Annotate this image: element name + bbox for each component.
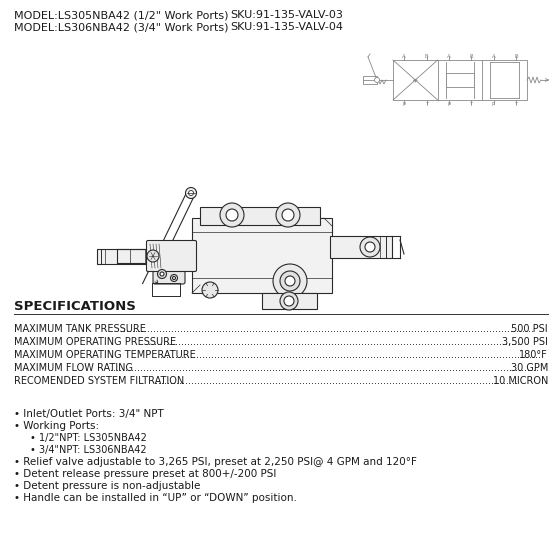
Text: B: B [470,54,473,58]
Circle shape [173,277,176,279]
Text: A: A [491,54,495,58]
FancyBboxPatch shape [192,218,332,293]
Circle shape [147,250,159,262]
Circle shape [186,188,197,198]
Circle shape [280,271,300,291]
Circle shape [220,203,244,227]
Text: 500 PSI: 500 PSI [511,324,548,334]
FancyBboxPatch shape [153,264,185,284]
Bar [330,236,392,258]
Text: • Inlet/Outlet Ports: 3/4" NPT: • Inlet/Outlet Ports: 3/4" NPT [14,409,164,419]
Circle shape [170,274,178,282]
Bar [262,293,317,309]
Text: SKU:91-135-VALV-03: SKU:91-135-VALV-03 [230,10,343,20]
Circle shape [280,292,298,310]
Text: T: T [470,101,473,106]
Circle shape [375,77,380,82]
Text: P: P [402,101,406,106]
Text: 10 MICRON: 10 MICRON [492,376,548,386]
Text: ................................................................................: ........................................… [145,337,520,347]
Bar [393,60,527,100]
Circle shape [276,203,300,227]
Bar [446,73,474,87]
Text: T: T [425,101,428,106]
Circle shape [188,190,193,195]
Text: A: A [447,54,451,58]
Text: MAXIMUM OPERATING PRESSURE: MAXIMUM OPERATING PRESSURE [14,337,176,347]
Text: T: T [514,101,518,106]
Text: • Detent pressure is non-adjustable: • Detent pressure is non-adjustable [14,481,200,491]
Text: • Detent release pressure preset at 800+/-200 PSI: • Detent release pressure preset at 800+… [14,469,276,479]
Text: MODEL:LS306NBA42 (3/4" Work Ports): MODEL:LS306NBA42 (3/4" Work Ports) [14,22,229,32]
Text: P: P [447,101,451,106]
Circle shape [282,209,294,221]
Text: A: A [402,54,406,58]
Text: MODEL:LS305NBA42 (1/2" Work Ports): MODEL:LS305NBA42 (1/2" Work Ports) [14,10,229,20]
Text: ................................................................................: ........................................… [159,350,541,360]
Circle shape [202,282,218,298]
Text: • Handle can be installed in “UP” or “DOWN” position.: • Handle can be installed in “UP” or “DO… [14,493,297,503]
Text: • Relief valve adjustable to 3,265 PSI, preset at 2,250 PSI@ 4 GPM and 120°F: • Relief valve adjustable to 3,265 PSI, … [14,457,417,467]
Text: • 3/4"NPT: LS306NBA42: • 3/4"NPT: LS306NBA42 [30,445,146,455]
Bar [363,76,377,84]
Text: MAXIMUM FLOW RATING: MAXIMUM FLOW RATING [14,363,133,373]
Bar [200,207,320,225]
Circle shape [284,296,294,306]
Circle shape [158,269,167,278]
Text: MAXIMUM TANK PRESSURE: MAXIMUM TANK PRESSURE [14,324,146,334]
Circle shape [285,276,295,286]
Text: • Working Ports:: • Working Ports: [14,421,99,431]
Text: 3,500 PSI: 3,500 PSI [502,337,548,347]
Text: P: P [492,101,495,106]
Text: MAXIMUM OPERATING TEMPERATURE: MAXIMUM OPERATING TEMPERATURE [14,350,196,360]
Text: RECOMENDED SYSTEM FILTRATION: RECOMENDED SYSTEM FILTRATION [14,376,184,386]
Text: SPECIFICATIONS: SPECIFICATIONS [14,300,136,313]
Text: 30 GPM: 30 GPM [510,363,548,373]
Circle shape [365,242,375,252]
Circle shape [360,237,380,257]
FancyBboxPatch shape [146,240,197,272]
Text: • 1/2"NPT: LS305NBA42: • 1/2"NPT: LS305NBA42 [30,433,147,443]
Text: B: B [514,54,518,58]
Text: ................................................................................: ........................................… [155,376,518,386]
Text: ................................................................................: ........................................… [120,324,534,334]
Text: B: B [425,54,428,58]
Text: SKU:91-135-VALV-04: SKU:91-135-VALV-04 [230,22,343,32]
Circle shape [160,272,164,276]
Circle shape [273,264,307,298]
Text: 180°F: 180°F [519,350,548,360]
Bar [97,249,192,264]
Text: ................................................................................: ........................................… [110,363,539,373]
Circle shape [226,209,238,221]
